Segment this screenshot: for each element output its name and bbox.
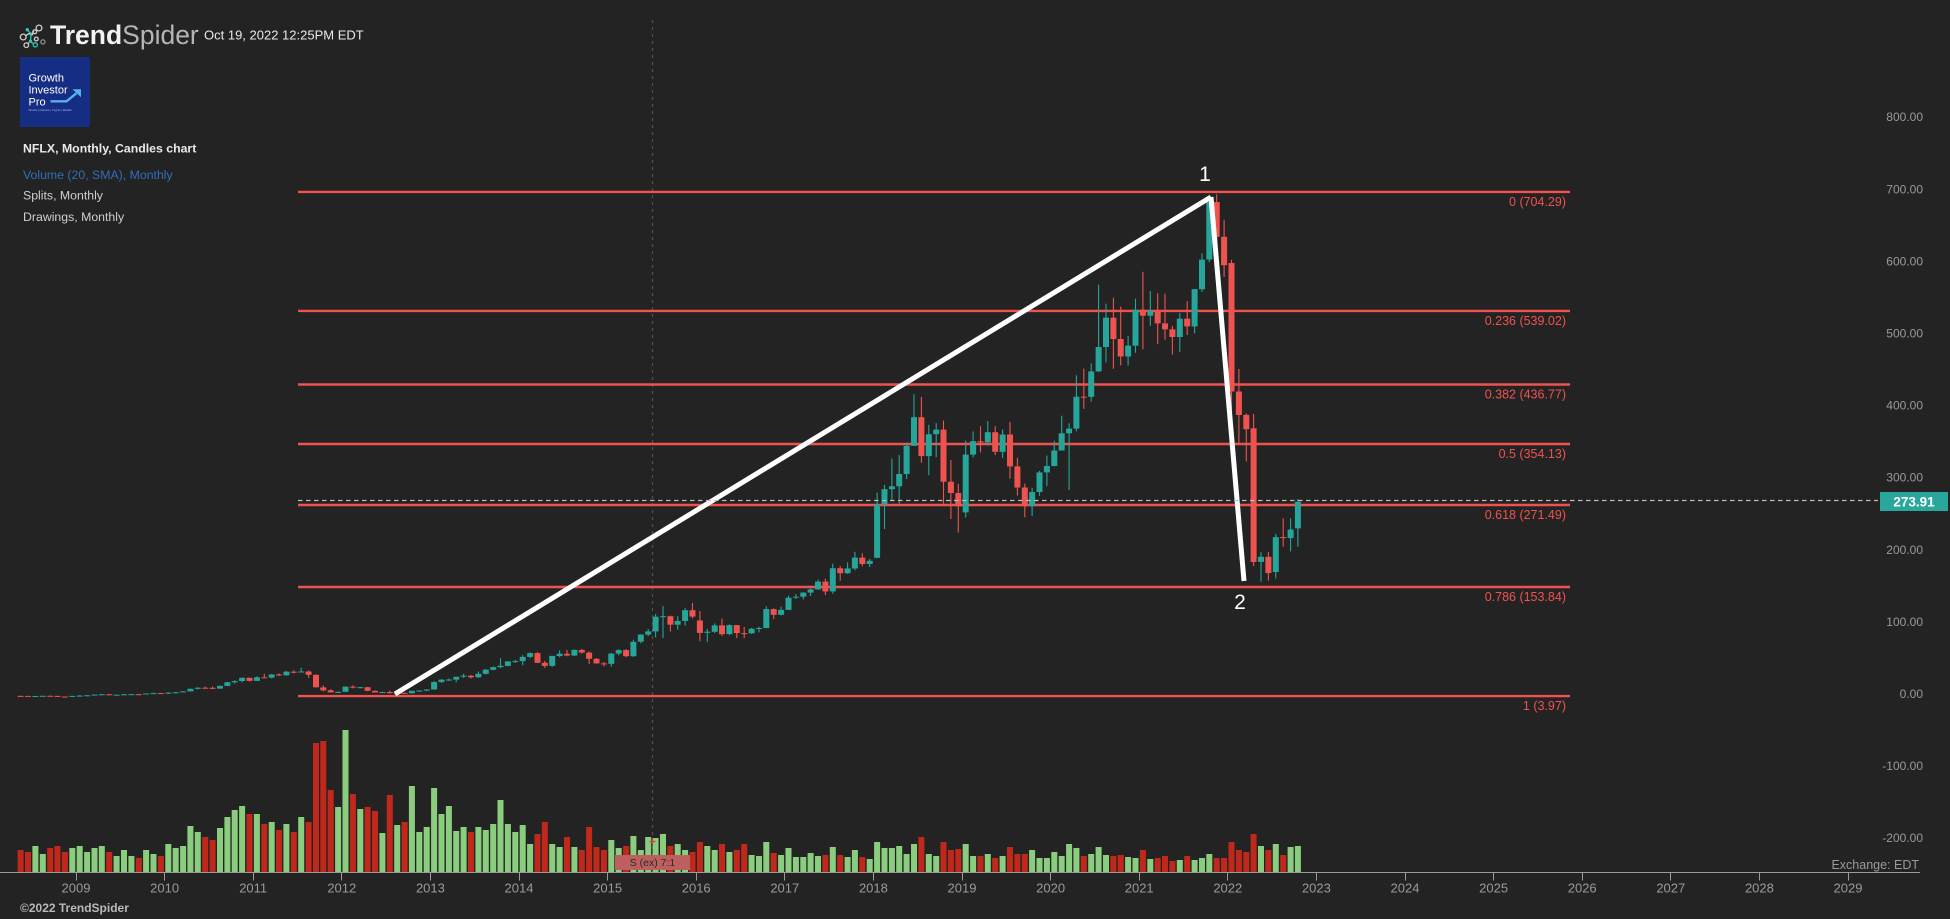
svg-text:400.00: 400.00 — [1886, 399, 1923, 413]
svg-text:300.00: 300.00 — [1886, 471, 1923, 485]
svg-text:0.786 (153.84): 0.786 (153.84) — [1485, 590, 1566, 604]
svg-text:2027: 2027 — [1656, 881, 1685, 896]
svg-text:Stocks | Options | Crypto | We: Stocks | Options | Crypto | Wealth — [29, 108, 73, 112]
svg-text:2023: 2023 — [1302, 881, 1331, 896]
svg-text:Growth: Growth — [29, 73, 64, 85]
svg-text:2019: 2019 — [948, 881, 977, 896]
svg-text:Investor: Investor — [29, 85, 68, 97]
svg-text:2015: 2015 — [593, 881, 622, 896]
svg-text:NFLX, Monthly, Candles chart: NFLX, Monthly, Candles chart — [23, 142, 196, 156]
svg-text:-100.00: -100.00 — [1882, 759, 1923, 773]
svg-text:500.00: 500.00 — [1886, 327, 1923, 341]
svg-text:0.382 (436.77): 0.382 (436.77) — [1485, 388, 1566, 402]
svg-text:Volume (20, SMA), Monthly: Volume (20, SMA), Monthly — [23, 168, 174, 182]
svg-text:0.618 (271.49): 0.618 (271.49) — [1485, 508, 1566, 522]
svg-text:2016: 2016 — [682, 881, 711, 896]
svg-text:2017: 2017 — [770, 881, 799, 896]
svg-text:Drawings, Monthly: Drawings, Monthly — [23, 210, 125, 224]
svg-text:2024: 2024 — [1391, 881, 1420, 896]
svg-text:2029: 2029 — [1834, 881, 1863, 896]
svg-text:2010: 2010 — [150, 881, 179, 896]
svg-text:2012: 2012 — [327, 881, 356, 896]
svg-text:1 (3.97): 1 (3.97) — [1523, 699, 1566, 713]
svg-text:1: 1 — [1199, 163, 1211, 186]
svg-text:Exchange: EDT: Exchange: EDT — [1831, 858, 1919, 872]
svg-text:©2022 TrendSpider: ©2022 TrendSpider — [20, 901, 129, 915]
svg-text:2: 2 — [1234, 591, 1246, 614]
svg-text:0.00: 0.00 — [1900, 687, 1924, 701]
svg-text:0.236 (539.02): 0.236 (539.02) — [1485, 314, 1566, 328]
svg-text:TrendSpider: TrendSpider — [50, 20, 199, 50]
svg-text:2011: 2011 — [239, 881, 267, 896]
svg-text:2021: 2021 — [1125, 881, 1154, 896]
svg-text:2028: 2028 — [1745, 881, 1774, 896]
svg-text:0 (704.29): 0 (704.29) — [1509, 195, 1566, 209]
svg-text:2014: 2014 — [505, 881, 534, 896]
svg-text:Oct 19, 2022 12:25PM EDT: Oct 19, 2022 12:25PM EDT — [204, 28, 364, 43]
svg-text:800.00: 800.00 — [1886, 110, 1923, 124]
svg-text:2020: 2020 — [1036, 881, 1065, 896]
svg-text:0.5 (354.13): 0.5 (354.13) — [1499, 447, 1566, 461]
svg-text:Splits, Monthly: Splits, Monthly — [23, 189, 104, 203]
svg-text:-200.00: -200.00 — [1882, 831, 1923, 845]
svg-text:100.00: 100.00 — [1886, 615, 1923, 629]
svg-text:S (ex) 7:1: S (ex) 7:1 — [630, 857, 676, 869]
svg-text:2022: 2022 — [1213, 881, 1242, 896]
svg-text:2009: 2009 — [62, 881, 91, 896]
svg-text:2013: 2013 — [416, 881, 445, 896]
svg-text:2018: 2018 — [859, 881, 888, 896]
svg-text:273.91: 273.91 — [1893, 495, 1935, 510]
svg-text:Pro: Pro — [29, 97, 46, 109]
svg-text:700.00: 700.00 — [1886, 182, 1923, 196]
svg-text:200.00: 200.00 — [1886, 543, 1923, 557]
svg-text:600.00: 600.00 — [1886, 254, 1923, 268]
svg-text:2025: 2025 — [1479, 881, 1508, 896]
svg-text:2026: 2026 — [1568, 881, 1597, 896]
